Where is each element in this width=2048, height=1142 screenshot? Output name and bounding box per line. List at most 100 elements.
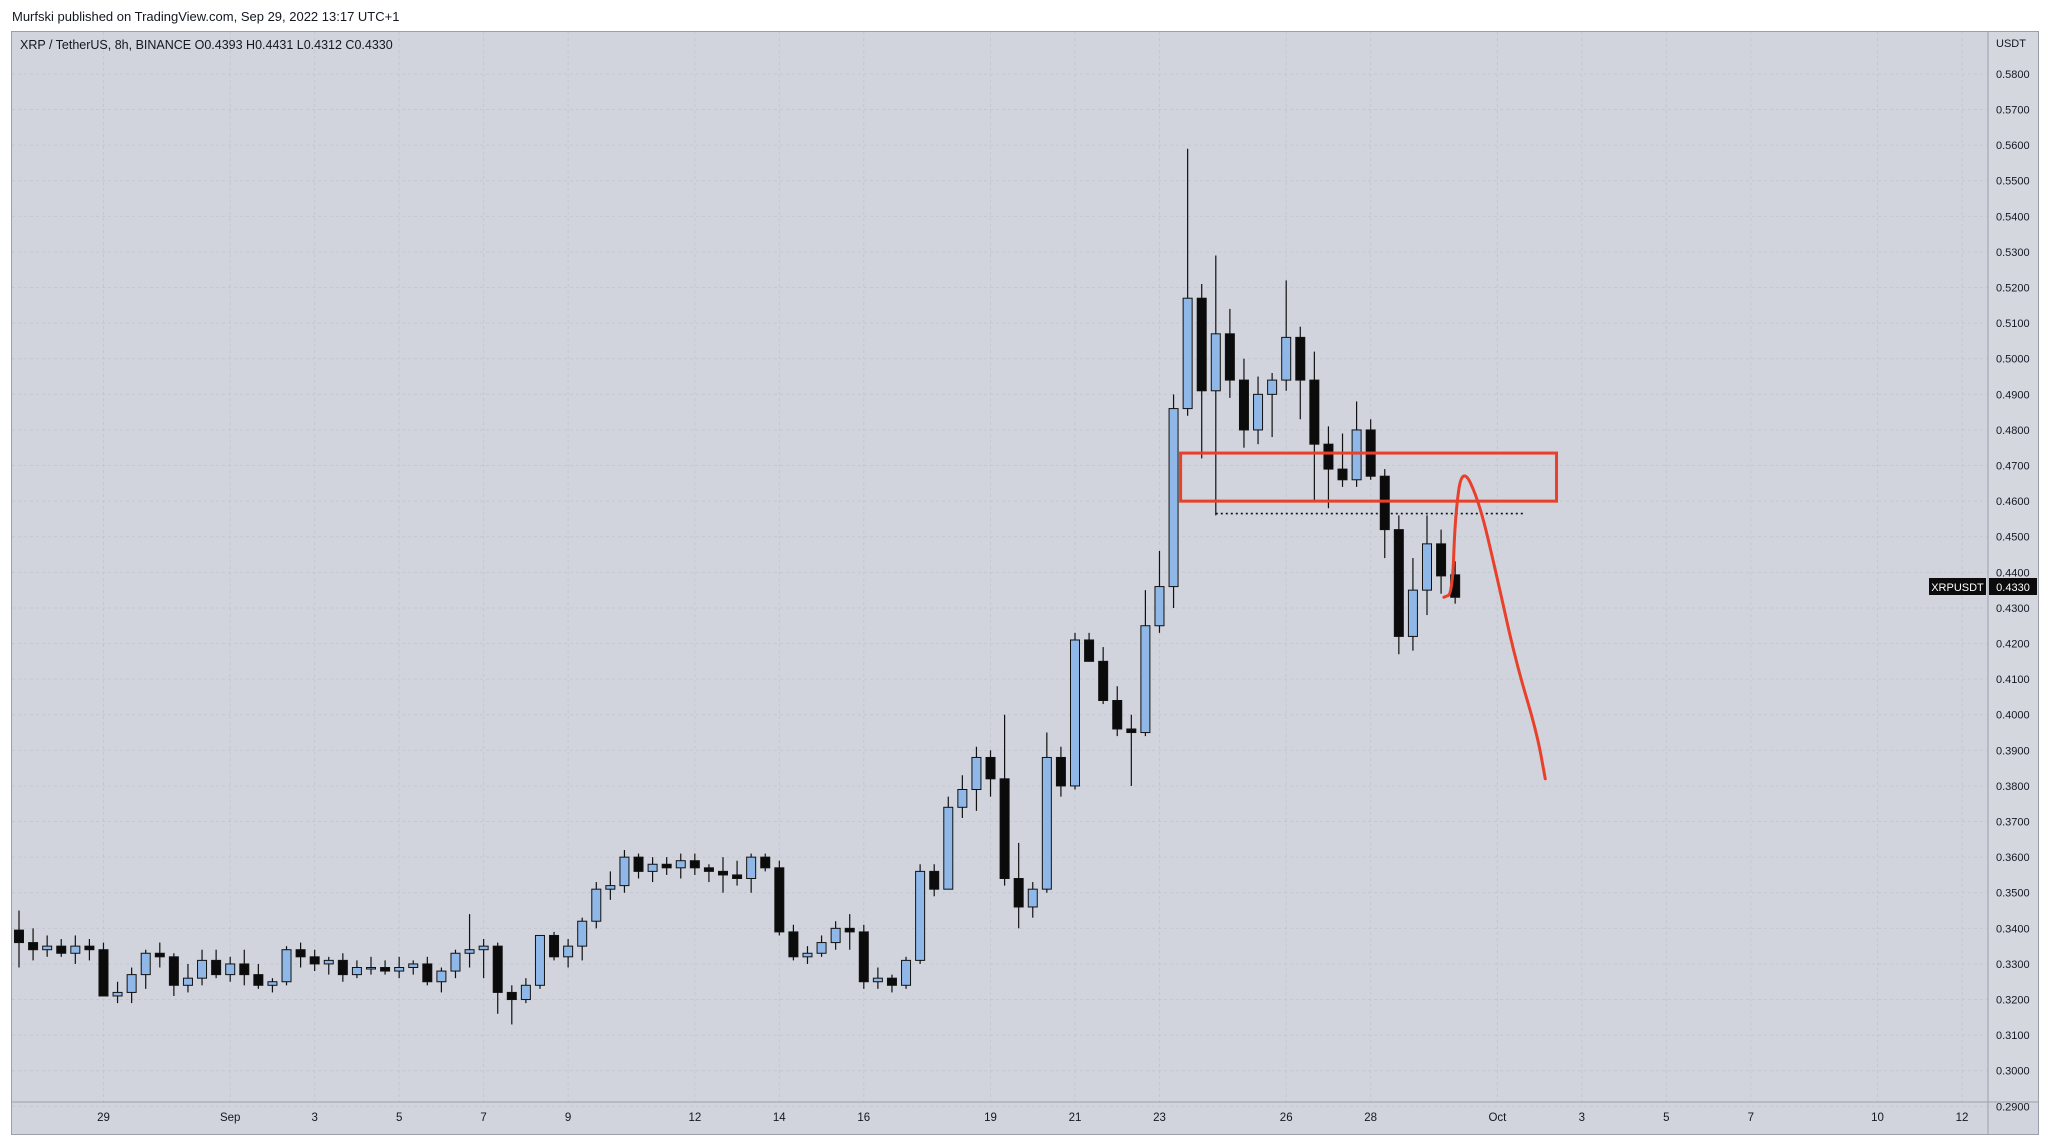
candle-down[interactable] xyxy=(774,867,785,933)
candle-up[interactable] xyxy=(351,967,362,976)
candle-up[interactable] xyxy=(225,963,236,976)
candle-up[interactable] xyxy=(1154,586,1165,627)
candle-down[interactable] xyxy=(84,945,95,951)
candle-up[interactable] xyxy=(182,977,193,986)
candle-up[interactable] xyxy=(1168,408,1179,588)
candle-down[interactable] xyxy=(1084,639,1095,662)
candle-up[interactable] xyxy=(70,945,81,954)
candle-down[interactable] xyxy=(1295,336,1306,381)
candle-down[interactable] xyxy=(718,870,728,876)
candle-down[interactable] xyxy=(689,860,700,869)
candle-down[interactable] xyxy=(239,963,250,976)
candle-down[interactable] xyxy=(844,927,855,933)
candle-down[interactable] xyxy=(886,977,897,986)
candle-down[interactable] xyxy=(929,870,940,890)
candle-up[interactable] xyxy=(450,952,461,972)
candle-down[interactable] xyxy=(56,945,67,954)
candle-down[interactable] xyxy=(985,756,996,780)
candle-up[interactable] xyxy=(1281,336,1292,381)
candle-down[interactable] xyxy=(1112,700,1123,730)
candle-down[interactable] xyxy=(28,942,39,951)
candle-up[interactable] xyxy=(1253,393,1264,431)
candle-up[interactable] xyxy=(464,949,475,954)
candle-down[interactable] xyxy=(422,963,433,983)
candle-down[interactable] xyxy=(633,856,644,872)
candle-down[interactable] xyxy=(295,949,306,958)
candle-down[interactable] xyxy=(253,974,264,986)
candle-down[interactable] xyxy=(1337,468,1348,481)
candle-up[interactable] xyxy=(746,856,757,880)
candle-up[interactable] xyxy=(1041,756,1052,890)
candle-down[interactable] xyxy=(1309,379,1320,445)
candle-down[interactable] xyxy=(309,956,320,965)
candle-up[interactable] xyxy=(943,806,954,890)
candle-down[interactable] xyxy=(1238,379,1249,431)
candle-up[interactable] xyxy=(1351,429,1362,481)
candle-up[interactable] xyxy=(281,949,292,983)
candle-up[interactable] xyxy=(675,860,686,869)
candle-up[interactable] xyxy=(1267,379,1278,395)
candle-up[interactable] xyxy=(1422,543,1432,591)
candle-up[interactable] xyxy=(1070,639,1080,787)
candle-down[interactable] xyxy=(858,931,869,983)
candle-down[interactable] xyxy=(1126,728,1137,734)
candle-up[interactable] xyxy=(647,863,658,872)
candle-up[interactable] xyxy=(1182,297,1193,410)
candle-down[interactable] xyxy=(14,929,24,944)
candle-down[interactable] xyxy=(1393,529,1404,637)
candle-down[interactable] xyxy=(732,874,743,880)
candle-down[interactable] xyxy=(1379,475,1390,531)
candle-up[interactable] xyxy=(534,934,545,986)
candle-down[interactable] xyxy=(98,949,109,997)
candle-up[interactable] xyxy=(971,756,982,791)
candle-down[interactable] xyxy=(168,956,179,986)
candle-down[interactable] xyxy=(506,991,517,1001)
candle-up[interactable] xyxy=(1027,888,1038,908)
candle-up[interactable] xyxy=(915,870,926,961)
candle-down[interactable] xyxy=(1323,443,1334,470)
candle-up[interactable] xyxy=(197,959,208,979)
candle-up[interactable] xyxy=(577,920,588,947)
candle-down[interactable] xyxy=(1098,660,1109,702)
candle-down[interactable] xyxy=(492,945,503,993)
candle-up[interactable] xyxy=(408,963,419,969)
candle-up[interactable] xyxy=(802,952,813,958)
candle-up[interactable] xyxy=(520,984,531,1001)
candle-down[interactable] xyxy=(337,959,348,976)
candle-down[interactable] xyxy=(1055,756,1066,787)
candle-up[interactable] xyxy=(394,967,405,972)
candle-up[interactable] xyxy=(872,977,883,983)
candle-up[interactable] xyxy=(901,959,912,986)
candle-down[interactable] xyxy=(760,856,771,869)
candle-down[interactable] xyxy=(1436,543,1447,577)
candle-up[interactable] xyxy=(830,927,841,944)
candle-down[interactable] xyxy=(380,967,391,972)
candle-up[interactable] xyxy=(1140,625,1151,734)
candle-up[interactable] xyxy=(267,981,278,986)
candle-down[interactable] xyxy=(788,931,799,958)
candle-up[interactable] xyxy=(126,974,137,993)
candle-down[interactable] xyxy=(1013,878,1024,908)
candle-down[interactable] xyxy=(1196,297,1207,392)
candle-down[interactable] xyxy=(154,952,165,958)
candle-up[interactable] xyxy=(957,789,968,808)
candle-down[interactable] xyxy=(703,867,714,872)
candle-up[interactable] xyxy=(42,945,53,951)
candle-up[interactable] xyxy=(619,856,630,887)
candle-up[interactable] xyxy=(323,959,334,965)
candle-up[interactable] xyxy=(591,888,602,922)
candle-up[interactable] xyxy=(436,970,447,983)
candle-down[interactable] xyxy=(999,778,1010,880)
candle-down[interactable] xyxy=(661,863,672,869)
candle-down[interactable] xyxy=(549,934,560,958)
candle-up[interactable] xyxy=(816,942,827,954)
candle-up[interactable] xyxy=(112,991,123,997)
candle-up[interactable] xyxy=(1407,589,1418,637)
candle-up[interactable] xyxy=(140,952,151,976)
candle-up[interactable] xyxy=(605,885,616,890)
candle-up[interactable] xyxy=(366,967,376,970)
candle-up[interactable] xyxy=(478,945,489,951)
candle-down[interactable] xyxy=(211,959,222,976)
candle-down[interactable] xyxy=(1224,333,1235,381)
